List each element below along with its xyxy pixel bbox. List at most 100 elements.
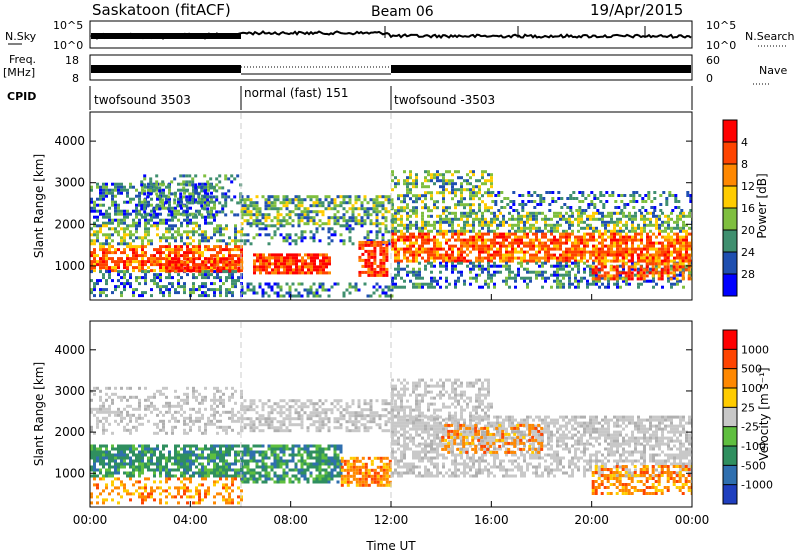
heatmap-cell <box>472 194 475 198</box>
heatmap-cell <box>424 170 427 174</box>
heatmap-cell <box>649 217 652 221</box>
heatmap-cell <box>216 245 219 249</box>
heatmap-cell <box>671 209 675 212</box>
heatmap-cell <box>342 242 346 246</box>
heatmap-cell <box>138 221 141 225</box>
heatmap-cell <box>192 269 195 273</box>
heatmap-cell <box>457 250 460 254</box>
heatmap-cell <box>218 186 222 190</box>
heatmap-cell <box>384 207 388 211</box>
heatmap-cell <box>580 226 583 230</box>
heatmap-cell <box>174 410 177 414</box>
heatmap-cell <box>192 462 195 466</box>
heatmap-cell <box>96 218 99 222</box>
heatmap-cell <box>135 206 138 210</box>
heatmap-cell <box>102 401 105 405</box>
heatmap-cell <box>180 182 183 186</box>
heatmap-cell <box>225 294 228 298</box>
heatmap-cell <box>342 201 346 205</box>
heatmap-cell <box>590 200 594 203</box>
heatmap-cell <box>490 259 493 263</box>
heatmap-cell <box>502 264 505 268</box>
heatmap-cell <box>129 273 132 277</box>
heatmap-cell <box>234 419 237 423</box>
heatmap-cell <box>201 465 204 469</box>
heatmap-cell <box>523 229 526 233</box>
heatmap-cell <box>165 263 168 267</box>
heatmap-cell <box>153 257 156 261</box>
heatmap-cell <box>406 235 409 239</box>
heatmap-cell <box>637 226 640 230</box>
heatmap-cell <box>454 264 457 268</box>
heatmap-cell <box>192 453 195 457</box>
heatmap-cell <box>384 294 388 298</box>
heatmap-cell <box>490 238 493 242</box>
heatmap-cell <box>108 462 111 466</box>
heatmap-cell <box>165 456 168 460</box>
heatmap-cell <box>541 211 544 215</box>
heatmap-cell <box>406 182 409 186</box>
heatmap-cell <box>580 259 583 263</box>
heatmap-cell <box>364 240 368 244</box>
heatmap-cell <box>603 253 607 257</box>
heatmap-cell <box>141 191 144 195</box>
heatmap-cell <box>207 257 211 261</box>
heatmap-cell <box>499 250 502 254</box>
heatmap-cell <box>553 211 556 215</box>
heatmap-cell <box>595 279 598 283</box>
heatmap-cell <box>216 227 219 231</box>
heatmap-cell <box>532 256 535 260</box>
heatmap-cell <box>313 253 316 257</box>
heatmap-cell <box>150 254 153 258</box>
heatmap-cell <box>577 220 580 224</box>
heatmap-cell <box>596 197 600 200</box>
heatmap-cell <box>598 259 601 263</box>
heatmap-cell <box>484 247 487 251</box>
heatmap-cell <box>439 173 442 177</box>
heatmap-cell <box>562 256 565 260</box>
heatmap-cell <box>469 244 472 248</box>
heatmap-cell <box>571 232 574 236</box>
heatmap-cell <box>294 288 298 292</box>
heatmap-cell <box>571 220 574 224</box>
heatmap-cell <box>397 259 400 263</box>
heatmap-cell <box>517 238 520 242</box>
heatmap-cell <box>598 250 601 254</box>
heatmap-cell <box>195 266 198 270</box>
heatmap-cell <box>123 444 126 448</box>
heatmap-cell <box>472 209 475 213</box>
heatmap-cell <box>619 232 622 236</box>
heatmap-cell <box>442 217 445 221</box>
heatmap-cell <box>153 450 156 454</box>
heatmap-cell <box>198 251 201 255</box>
heatmap-cell <box>117 209 120 213</box>
heatmap-cell <box>93 474 96 478</box>
heatmap-cell <box>330 201 334 205</box>
heatmap-cell <box>430 197 433 201</box>
heatmap-cell <box>310 256 313 260</box>
heatmap-cell <box>415 173 418 177</box>
heatmap-cell <box>255 213 259 217</box>
heatmap-cell <box>135 456 138 460</box>
heatmap-cell <box>615 265 619 269</box>
heatmap-cell <box>150 263 153 267</box>
heatmap-cell <box>397 253 400 257</box>
heatmap-cell <box>285 222 289 226</box>
heatmap-cell <box>297 291 301 295</box>
heatmap-cell <box>105 447 108 451</box>
heatmap-cell <box>210 398 213 402</box>
heatmap-cell <box>673 241 676 245</box>
heatmap-cell <box>240 233 244 237</box>
heatmap-cell <box>382 249 386 253</box>
heatmap-cell <box>394 285 397 289</box>
heatmap-cell <box>93 266 96 270</box>
heatmap-cell <box>387 294 391 298</box>
heatmap-cell <box>532 214 535 218</box>
heatmap-cell <box>339 201 343 205</box>
heatmap-cell <box>433 244 436 248</box>
heatmap-cell <box>192 422 195 426</box>
heatmap-cell <box>90 468 93 472</box>
heatmap-cell <box>198 285 201 289</box>
heatmap-cell <box>682 247 685 251</box>
heatmap-cell <box>406 176 409 180</box>
